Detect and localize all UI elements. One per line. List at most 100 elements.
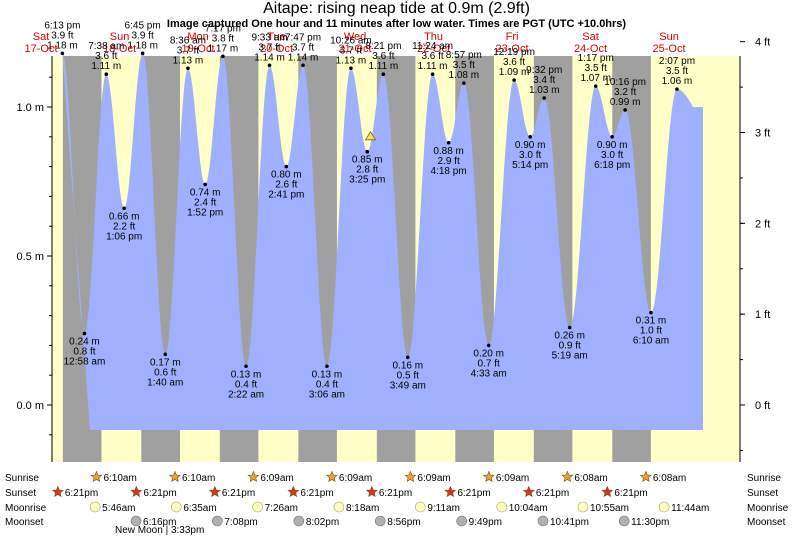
y-tick-label-m: 0.5 m bbox=[16, 251, 44, 263]
sunset-time: 6:21pm bbox=[536, 488, 569, 499]
tide-point bbox=[140, 51, 145, 56]
tide-label: 0.88 m bbox=[433, 146, 464, 157]
tide-label: 1.13 m bbox=[336, 55, 367, 66]
sunset-icon bbox=[444, 485, 457, 498]
moonset-time: 9:49pm bbox=[469, 517, 502, 528]
moonset-icon bbox=[537, 515, 549, 527]
tide-label: 8:36 am bbox=[170, 35, 206, 46]
tide-label: 0.20 m bbox=[473, 348, 504, 359]
tide-point bbox=[104, 72, 109, 77]
sunrise-time: 6:09am bbox=[496, 473, 529, 484]
sunrise-time: 6:08am bbox=[653, 473, 686, 484]
moonset-icon bbox=[456, 515, 467, 527]
tide-label: 9:33 am bbox=[251, 32, 287, 43]
y-tick-label-ft: 4 ft bbox=[755, 37, 770, 49]
tide-label: 0.9 ft bbox=[559, 341, 581, 352]
moonset-icon bbox=[212, 515, 223, 527]
moonrise-time: 5:46am bbox=[102, 503, 135, 514]
tide-label: 11:24 am bbox=[412, 41, 453, 52]
tide-water-area bbox=[62, 53, 703, 431]
almanac-row-label-right: Sunset bbox=[747, 488, 778, 499]
tide-label: 7:47 pm bbox=[285, 32, 321, 43]
sunrise-time: 6:09am bbox=[339, 473, 372, 484]
day-date-label: 22-Oct bbox=[417, 43, 450, 55]
moonset-time: 7:08pm bbox=[224, 517, 257, 528]
axes: 0.0 m 0.5 m 1.0 m 0 ft 1 ft 2 ft 3 ft 4 ft bbox=[16, 37, 770, 462]
tide-point bbox=[542, 96, 547, 100]
tide-point bbox=[486, 343, 491, 348]
tide-label: 3.6 ft bbox=[95, 51, 117, 62]
sunrise-icon bbox=[168, 470, 181, 483]
tide-label: 0.7 ft bbox=[478, 358, 500, 369]
chart-title: Aitape: rising neap tide at 0.9m (2.9ft) bbox=[263, 0, 530, 17]
tide-point bbox=[512, 78, 516, 82]
sunrise-icon bbox=[404, 470, 417, 483]
moonrise-icon bbox=[89, 501, 101, 513]
sunrise-time: 6:09am bbox=[417, 473, 450, 484]
tide-label: 0.66 m bbox=[109, 211, 140, 222]
tide-label: 1.11 m bbox=[91, 61, 121, 72]
tide-label: 10:26 am bbox=[330, 35, 372, 46]
moonset-time: 6:16pm bbox=[143, 517, 176, 528]
tide-label: 1.0 ft bbox=[640, 326, 662, 337]
tide-point bbox=[567, 325, 572, 330]
tide-label: 3:25 pm bbox=[349, 175, 385, 186]
tide-label: 1.14 m bbox=[254, 52, 285, 63]
sunset-time: 6:21pm bbox=[143, 488, 176, 499]
tide-label: 4:18 pm bbox=[431, 166, 467, 177]
tide-point bbox=[649, 310, 653, 315]
tide-label: 6:18 pm bbox=[594, 160, 630, 171]
day-name-label: Sat bbox=[33, 31, 50, 43]
tide-label: 0.26 m bbox=[554, 331, 585, 342]
moonrise-icon bbox=[252, 501, 263, 513]
sunrise-icon bbox=[247, 470, 260, 483]
y-tick-label-m: 1.0 m bbox=[16, 102, 44, 114]
tide-label: 3.8 ft bbox=[212, 33, 234, 44]
tide-label: 3.6 ft bbox=[372, 51, 394, 62]
tide-label: 5:19 am bbox=[552, 351, 588, 362]
day-date-label: 25-Oct bbox=[653, 43, 686, 55]
tide-label: 0.4 ft bbox=[235, 379, 257, 390]
tide-label: 1.18 m bbox=[127, 40, 158, 51]
almanac-row-label-right: Moonset bbox=[747, 517, 786, 528]
tide-point bbox=[221, 54, 225, 59]
moonset-time: 8:56pm bbox=[387, 517, 420, 528]
tide-label: 1.13 m bbox=[173, 55, 204, 66]
sunset-time: 6:21pm bbox=[65, 488, 98, 499]
tide-label: 3.7 ft bbox=[340, 45, 362, 56]
day-date-label: 19-Oct bbox=[182, 43, 215, 55]
tide-point bbox=[610, 135, 614, 139]
tide-point bbox=[430, 72, 435, 77]
tide-label: 0.16 m bbox=[392, 360, 423, 371]
tide-label: 0.74 m bbox=[190, 187, 221, 198]
tide-label: 1.11 m bbox=[418, 61, 448, 72]
tide-label: 12:19 pm bbox=[493, 47, 535, 58]
tide-label: 3.7 ft bbox=[177, 45, 199, 56]
almanac-row-label-right: Sunrise bbox=[747, 473, 781, 484]
tide-label: 3.4 ft bbox=[533, 75, 555, 86]
tide-label: 2:41 pm bbox=[268, 190, 304, 201]
tide-label: 1:52 pm bbox=[187, 207, 223, 218]
new-moon-label: New Moon | 3:33pm bbox=[115, 525, 204, 536]
tide-label: 3.7 ft bbox=[292, 42, 314, 53]
tide-point bbox=[163, 352, 168, 357]
tide-label: 1:06 pm bbox=[106, 231, 142, 242]
tide-label: 0.8 ft bbox=[73, 346, 95, 357]
tide-label: 1:40 am bbox=[147, 377, 183, 388]
tide-label: 3.2 ft bbox=[614, 87, 636, 98]
sunset-time: 6:21pm bbox=[614, 488, 647, 499]
almanac-row-label-left: Moonset bbox=[5, 517, 44, 528]
moonrise-icon bbox=[333, 501, 345, 513]
tide-label: 0.6 ft bbox=[154, 367, 176, 378]
sunset-time: 6:21pm bbox=[300, 488, 333, 499]
sunrise-icon bbox=[561, 470, 574, 483]
day-date-label: 18-Oct bbox=[103, 43, 136, 55]
tide-label: 1.06 m bbox=[662, 76, 693, 87]
tide-label: 0.13 m bbox=[231, 369, 262, 380]
sunrise-time: 6:09am bbox=[260, 473, 293, 484]
tide-label: 12:58 am bbox=[64, 356, 106, 367]
tide-label: 3:49 am bbox=[390, 380, 426, 391]
moonrise-icon bbox=[658, 501, 670, 513]
